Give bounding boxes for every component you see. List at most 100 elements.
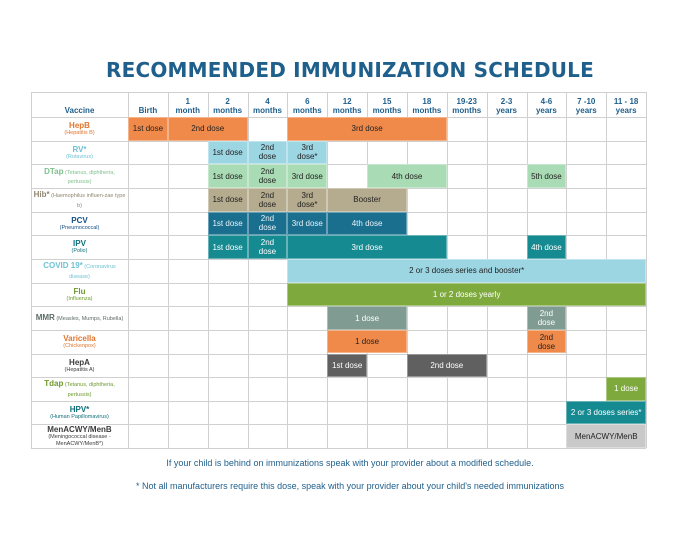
dose-cell: 5th dose — [526, 164, 567, 188]
dose-cell: 1st dose — [207, 187, 248, 212]
age-column-header: 2-3 years — [496, 97, 518, 115]
dose-cell: 2nd dose — [247, 187, 288, 212]
vaccine-label: HPV* (Human Papillomavirus) — [31, 401, 128, 425]
dose-cell: 3rd dose — [287, 164, 328, 188]
dose-cell: 1st dose — [207, 235, 248, 259]
age-column-header: 1 month — [175, 97, 200, 115]
dose-cell: 2 or 3 doses series and booster* — [287, 258, 647, 283]
dose-cell: Booster — [327, 187, 407, 212]
vaccine-label: Varicella (Chickenpox) — [31, 330, 128, 354]
dose-cell: 1st dose — [327, 353, 368, 378]
dose-cell: 3rd dose* — [287, 187, 328, 212]
vaccine-label: Tdap (Tetanus, diphtheria, pertussis) — [31, 377, 128, 401]
dose-cell: 2 or 3 doses series* — [566, 400, 647, 425]
dose-cell: 2nd dose — [526, 329, 567, 354]
dose-cell: 1st dose — [207, 211, 248, 236]
dose-cell: 2nd dose — [247, 235, 288, 259]
grid-line-horizontal — [31, 424, 647, 426]
dose-cell: 1st dose — [128, 117, 168, 141]
dose-cell: 3rd dose — [287, 117, 447, 141]
vaccine-description: (Hepatitis B) — [64, 130, 95, 137]
dose-cell: 4th dose — [367, 164, 447, 188]
vaccine-label: Hib* (Haemophilus influen-zae type b) — [31, 188, 128, 212]
dose-cell: 3rd dose — [287, 235, 447, 259]
dose-cell: 4th dose — [327, 211, 407, 236]
grid-line-horizontal — [31, 140, 647, 142]
dose-cell: 2nd dose — [247, 211, 288, 236]
dose-cell: 2nd dose — [406, 353, 487, 378]
age-column-header: 15 months — [372, 97, 402, 115]
vaccine-label: HepA (Hepatitis A) — [31, 354, 128, 378]
vaccine-description: (Haemophilus influen-zae type b) — [49, 193, 126, 209]
vaccine-description: (Coronavirus disease) — [69, 264, 116, 280]
vaccine-label: PCV (Pneumococcal) — [31, 212, 128, 236]
dose-cell: 3rd dose — [287, 211, 328, 236]
vaccine-description: (Measles, Mumps, Rubella) — [54, 316, 124, 323]
dose-cell: 2nd dose — [247, 164, 288, 188]
age-column-header: 4-6 years — [535, 97, 557, 115]
vaccine-name: Varicella — [63, 333, 96, 343]
vaccine-name: Tdap (Tetanus, diphtheria, pertussis) — [44, 379, 115, 398]
vaccine-description: (Chickenpox) — [63, 342, 96, 349]
vaccine-label: HepB (Hepatitis B) — [31, 117, 128, 141]
vaccine-description: (Polio) — [71, 248, 88, 255]
dose-cell: 1 dose — [327, 306, 407, 330]
age-column-header: 2 months — [213, 97, 243, 115]
grid-line-vertical — [646, 92, 648, 449]
dose-cell: 4th dose — [526, 235, 567, 259]
vaccine-label: Flu (Influenza) — [31, 283, 128, 307]
age-column-header: 6 months — [292, 97, 322, 115]
age-column-header: 19-23 months — [452, 97, 482, 115]
grid-line-horizontal — [31, 448, 647, 450]
vaccine-description: (Hepatitis A) — [64, 366, 95, 373]
dose-cell: 2nd dose — [167, 117, 248, 141]
vaccine-description: (Rotavirus) — [66, 153, 93, 160]
vaccine-name: Hib* (Haemophilus influen-zae type b) — [33, 190, 126, 209]
footer-footnote: * Not all manufacturers require this dos… — [136, 481, 564, 491]
vaccine-label: DTap (Tetanus, diphtheria, pertussis) — [31, 164, 128, 188]
immunization-schedule-table: Vaccine Birth 1 month 2 months 4 months 6 months 1… — [31, 92, 648, 450]
grid-line-vertical — [128, 92, 129, 449]
age-column-header: 12 months — [332, 97, 362, 115]
dose-cell: 2nd dose — [526, 306, 567, 330]
age-column-header: 18 months — [412, 97, 442, 115]
vaccine-name: HepB — [69, 121, 90, 131]
grid-line-vertical — [167, 92, 169, 449]
dose-cell: 3rd dose* — [287, 140, 328, 165]
vaccine-name: PCV — [71, 215, 88, 225]
vaccine-name: MenACWY/MenB — [47, 425, 112, 435]
grid-line-vertical — [31, 92, 32, 449]
dose-cell: 2nd dose — [247, 140, 288, 165]
vaccine-name: COVID 19* (Coronavirus disease) — [43, 261, 116, 280]
vaccine-name: HepA — [69, 357, 90, 367]
dose-cell: 1 or 2 doses yearly — [287, 282, 647, 307]
age-column-header: 7 -10 years — [575, 97, 597, 115]
vaccine-name: MMR (Measles, Mumps, Rubella) — [35, 313, 124, 323]
dose-cell: 1 dose — [606, 377, 647, 401]
grid-line-vertical — [207, 92, 209, 449]
grid-line-vertical — [247, 92, 249, 449]
vaccine-name: IPV — [73, 239, 86, 249]
page-title: RECOMMENDED IMMUNIZATION SCHEDULE — [106, 58, 594, 82]
vaccine-label: MenACWY/MenB (Meningococcal disease - Men… — [31, 424, 128, 448]
vaccine-label: IPV (Polio) — [31, 235, 128, 259]
grid-line-horizontal — [31, 377, 647, 379]
vaccine-name: HPV* — [69, 404, 90, 414]
age-column-header: Birth — [138, 106, 158, 115]
grid-line-horizontal — [31, 400, 647, 402]
footer-note: If your child is behind on immunizations… — [166, 458, 534, 468]
vaccine-description: (Influenza) — [66, 295, 93, 302]
dose-cell: 1st dose — [207, 140, 248, 165]
vaccine-description: (Human Papillomavirus) — [50, 413, 109, 420]
vaccine-label: COVID 19* (Coronavirus disease) — [31, 259, 128, 283]
dose-cell: 1st dose — [207, 164, 248, 188]
vaccine-label: MMR (Measles, Mumps, Rubella) — [31, 306, 128, 330]
vaccine-description: (Tetanus, diphtheria, pertussis) — [63, 382, 115, 398]
grid-line-horizontal — [31, 164, 647, 166]
vaccine-name: DTap (Tetanus, diphtheria, pertussis) — [44, 166, 115, 186]
age-column-header: 4 months — [253, 97, 282, 115]
dose-cell: 1 dose — [327, 329, 407, 354]
grid-line-horizontal — [31, 92, 647, 93]
vaccine-column-header: Vaccine — [64, 106, 95, 115]
vaccine-description: (Meningococcal disease - MenACWY/MenB*) — [48, 434, 111, 447]
